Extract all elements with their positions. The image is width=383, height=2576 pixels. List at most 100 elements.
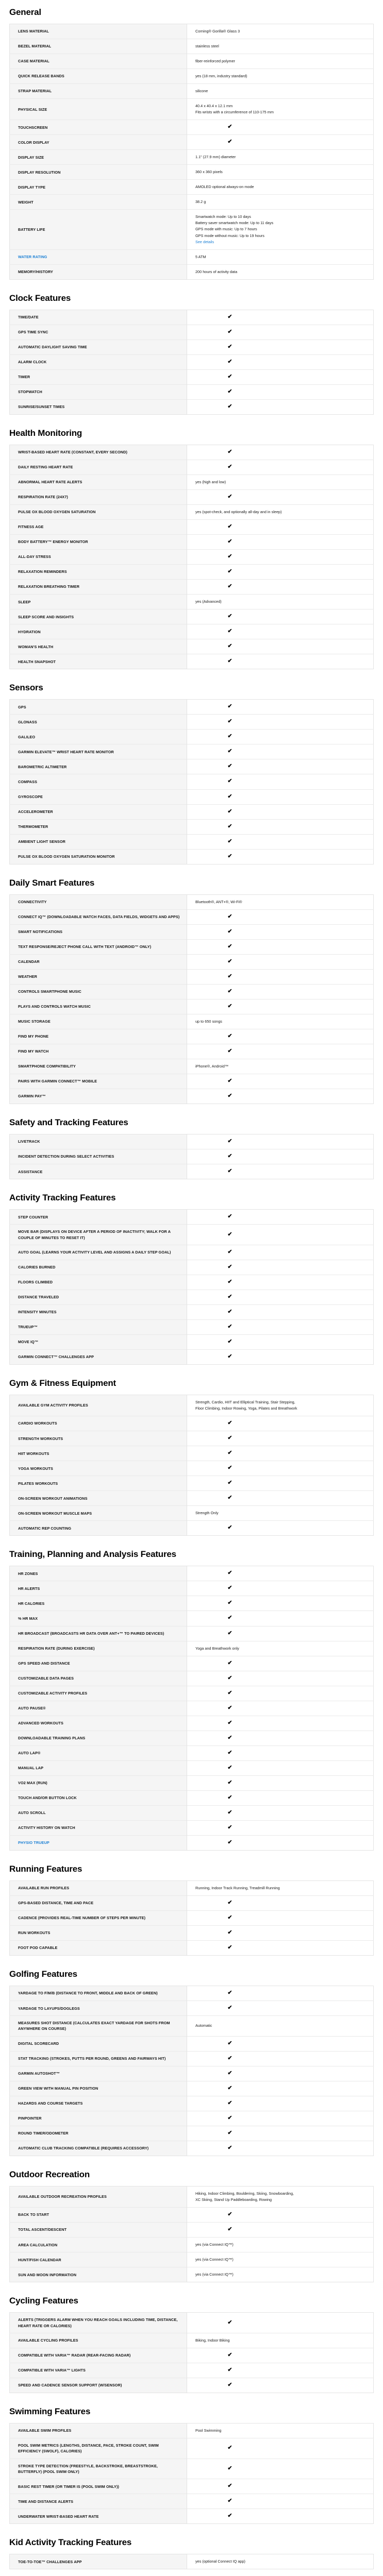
spec-key-cell: STRAP MATERIAL	[9, 83, 187, 99]
section-heading: Activity Tracking Features	[9, 1193, 116, 1203]
spec-value-cell: ✔	[187, 399, 374, 415]
table-row: HR BROADCAST (BROADCASTS HR DATA OVER AN…	[9, 1626, 374, 1641]
spec-value-cell: ✔	[187, 1671, 374, 1686]
spec-key-cell: HR CALORIES	[9, 1596, 187, 1611]
check-icon: ✔	[227, 2040, 232, 2046]
spec-value-cell: ✔	[187, 1290, 374, 1305]
spec-value-cell: yes (spot-check, and optionally all-day …	[187, 504, 374, 520]
spec-value-cell: Automatic	[187, 2015, 374, 2037]
check-icon: ✔	[227, 2226, 232, 2233]
spec-key-cell: RUN WORKOUTS	[9, 1925, 187, 1941]
table-row: GYROSCOPE ✔	[9, 789, 374, 805]
spec-value-cell: 38.2 g	[187, 194, 374, 210]
spec-key-cell: GARMIN AUTOSHOT™	[9, 2066, 187, 2081]
table-row: GPS-BASED DISTANCE, TIME AND PACE ✔	[9, 1895, 374, 1911]
check-icon: ✔	[227, 568, 232, 575]
spec-value-cell: ✔	[187, 984, 374, 999]
spec-section-swimming-features: Swimming Features AVAILABLE SWIM PROFILES…	[9, 2406, 374, 2524]
spec-value-cell: ✔	[187, 729, 374, 744]
spec-key-cell: ON-SCREEN WORKOUT ANIMATIONS	[9, 1490, 187, 1506]
spec-key-cell: HAZARDS AND COURSE TARGETS	[9, 2096, 187, 2111]
spec-key-cell: BASIC REST TIMER (OR TIMER IS (POOL SWIM…	[9, 2479, 187, 2494]
check-icon: ✔	[227, 2005, 232, 2011]
spec-section-clock-features: Clock Features TIME/DATE ✔ GPS TIME SYNC ✔ AU…	[9, 293, 374, 415]
check-icon: ✔	[227, 1293, 232, 1300]
spec-value-cell: ✔	[187, 1446, 374, 1461]
spec-key-cell: WOMAN'S HEALTH	[9, 639, 187, 654]
spec-value-cell: ✔	[187, 1940, 374, 1956]
table-row: RELAXATION REMINDERS ✔	[9, 564, 374, 580]
spec-value-cell: yes (via Connect IQ™)	[187, 2237, 374, 2252]
spec-value-line: yes (spot-check, and optionally all-day …	[195, 509, 282, 514]
spec-key-cell: ON-SCREEN WORKOUT MUSCLE MAPS	[9, 1505, 187, 1521]
table-row: RELAXATION BREATHING TIMER ✔	[9, 579, 374, 595]
see-details-link[interactable]: See details	[195, 239, 214, 244]
spec-key-cell: PHYSICAL SIZE	[9, 98, 187, 120]
check-icon: ✔	[227, 1524, 232, 1531]
spec-value-cell: ✔	[187, 2126, 374, 2141]
spec-value-cell: ✔	[187, 999, 374, 1014]
check-icon: ✔	[227, 373, 232, 380]
section-heading: Gym & Fitness Equipment	[9, 1378, 116, 1388]
check-icon: ✔	[227, 1615, 232, 1621]
spec-key-cell: STAT TRACKING (STROKES, PUTTS PER ROUND,…	[9, 2051, 187, 2066]
spec-section-activity-tracking-features: Activity Tracking Features STEP COUNTER ✔ M…	[9, 1193, 374, 1365]
spec-table: LIVETRACK ✔ INCIDENT DETECTION DURING SELE…	[9, 1134, 374, 1180]
table-row: AUTO SCROLL ✔	[9, 1805, 374, 1821]
spec-key-cell: COMPATIBLE WITH VARIA™ RADAR (REAR-FACIN…	[9, 2348, 187, 2363]
spec-key-cell: COLOR DISPLAY	[9, 134, 187, 150]
spec-key-cell: YARDAGE TO LAYUPS/DOGLEGS	[9, 2001, 187, 2016]
spec-value-line: Battery saver smartwatch mode: Up to 11 …	[195, 221, 274, 226]
spec-key-cell: CONNECTIVITY	[9, 894, 187, 910]
spec-value-cell: ✔	[187, 1716, 374, 1731]
spec-value-cell: ✔	[187, 1895, 374, 1911]
table-row: CUSTOMIZABLE ACTIVITY PROFILES ✔	[9, 1686, 374, 1701]
spec-value-cell: ✔	[187, 1029, 374, 1044]
check-icon: ✔	[227, 313, 232, 320]
spec-table: WRIST-BASED HEART RATE (CONSTANT, EVERY …	[9, 444, 374, 670]
check-icon: ✔	[227, 343, 232, 350]
table-row: SPEED AND CADENCE SENSOR SUPPORT (W/SENS…	[9, 2378, 374, 2393]
spec-value-cell: ✔	[187, 2096, 374, 2111]
spec-key-cell: PHYSIO TRUEUP	[9, 1835, 187, 1851]
spec-table: HR ZONES ✔ HR ALERTS ✔ HR CALORIES ✔ % HR MAX ✔…	[9, 1566, 374, 1851]
table-row: YARDAGE TO F/M/B (DISTANCE TO FRONT, MID…	[9, 1986, 374, 2001]
spec-key-link[interactable]: PHYSIO TRUEUP	[18, 1840, 49, 1845]
table-row: UNDERWATER WRIST-BASED HEART RATE ✔	[9, 2509, 374, 2524]
spec-key-cell: WEATHER	[9, 969, 187, 985]
check-icon: ✔	[227, 823, 232, 829]
table-row: WEIGHT 38.2 g	[9, 194, 374, 210]
check-icon: ✔	[227, 808, 232, 815]
spec-table: AVAILABLE GYM ACTIVITY PROFILES Strength,…	[9, 1395, 374, 1536]
spec-key-cell: INCIDENT DETECTION DURING SELECT ACTIVIT…	[9, 1149, 187, 1164]
spec-value-line: silicone	[195, 89, 208, 94]
table-row: PINPOINTER ✔	[9, 2111, 374, 2126]
table-row: FLOORS CLIMBED ✔	[9, 1275, 374, 1290]
table-row: TIME/DATE ✔	[9, 310, 374, 325]
spec-key-cell: YARDAGE TO F/M/B (DISTANCE TO FRONT, MID…	[9, 1986, 187, 2001]
spec-section-sensors: Sensors GPS ✔ GLONASS ✔ GALILEO ✔ GARMIN ELEVAT…	[9, 683, 374, 865]
spec-value-line: Strength, Cardio, HIIT and Elliptical Tr…	[195, 1400, 295, 1405]
spec-key-cell: DIGITAL SCORECARD	[9, 2036, 187, 2052]
check-icon: ✔	[227, 1585, 232, 1591]
spec-key-cell: DISTANCE TRAVELED	[9, 1290, 187, 1305]
section-heading: Health Monitoring	[9, 428, 82, 438]
table-row: HUNT/FISH CALENDAR yes (via Connect IQ™)	[9, 2252, 374, 2267]
check-icon: ✔	[227, 1450, 232, 1456]
spec-value-cell: 1.1" (27.9 mm) diameter	[187, 149, 374, 165]
spec-value-cell: ✔	[187, 1611, 374, 1626]
spec-key-cell: ACTIVITY HISTORY ON WATCH	[9, 1820, 187, 1836]
spec-key-cell: TOUCH AND/OR BUTTON LOCK	[9, 1790, 187, 1806]
table-row: COMPATIBLE WITH VARIA™ LIGHTS ✔	[9, 2363, 374, 2378]
spec-value-cell: silicone	[187, 83, 374, 99]
check-icon: ✔	[227, 1047, 232, 1054]
spec-value-cell: ✔	[187, 2438, 374, 2459]
spec-value-line: GPS mode without music: Up to 19 hours	[195, 233, 264, 238]
spec-key-link[interactable]: WATER RATING	[18, 254, 47, 259]
table-row: STAT TRACKING (STROKES, PUTTS PER ROUND,…	[9, 2051, 374, 2066]
spec-key-cell: GPS TIME SYNC	[9, 325, 187, 340]
spec-key-cell: ABNORMAL HEART RATE ALERTS	[9, 474, 187, 490]
spec-table: TOE-TO-TOE™ CHALLENGES APP yes (optional …	[9, 2554, 374, 2570]
spec-value-cell: ✔	[187, 445, 374, 460]
spec-value-cell: yes (Advanced)	[187, 594, 374, 609]
